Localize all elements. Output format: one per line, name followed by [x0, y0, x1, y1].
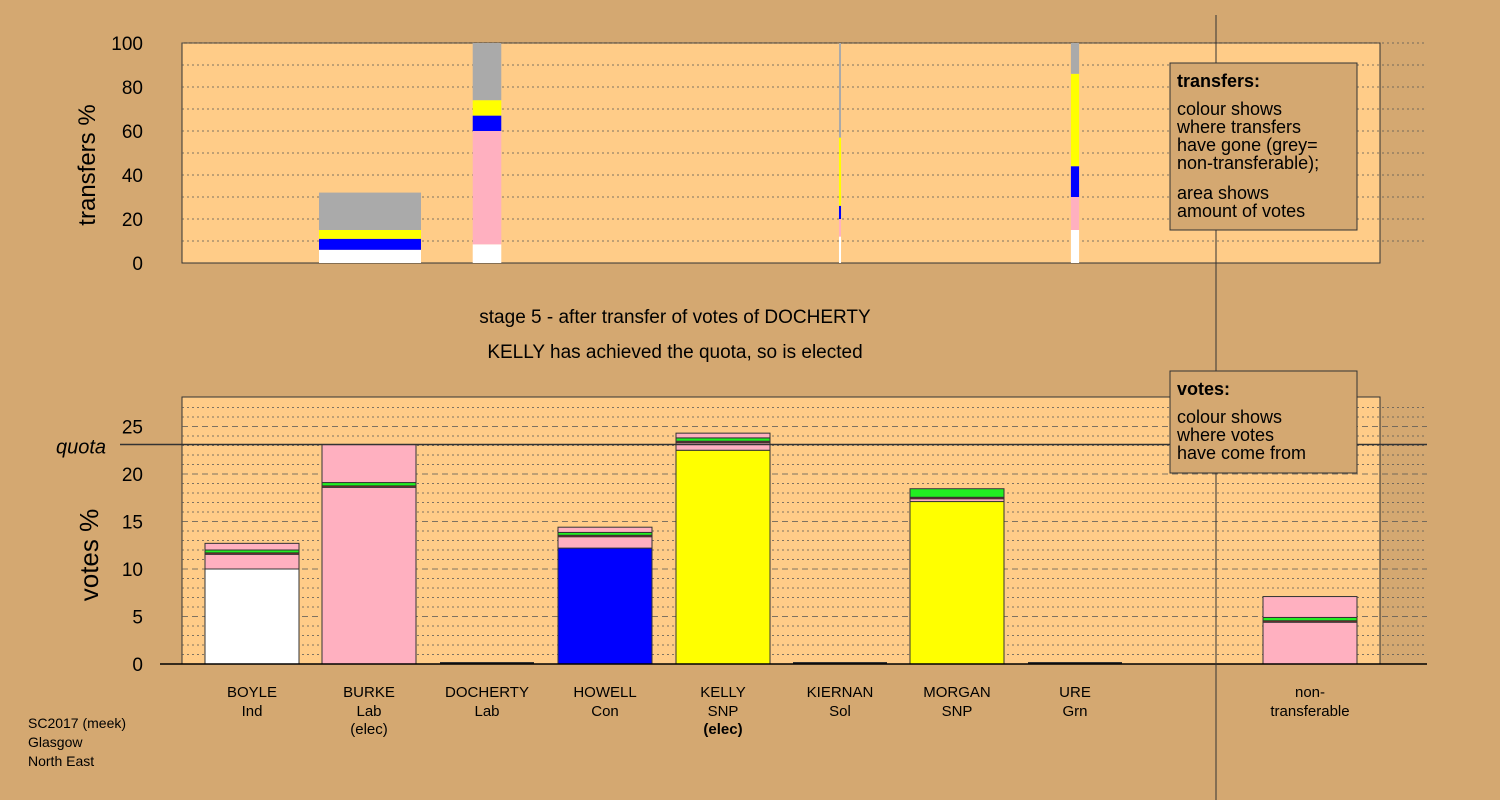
candidate-name: KIERNAN: [807, 684, 874, 701]
stage-result: KELLY has achieved the quota, so is elec…: [487, 342, 862, 363]
vote-segment: [557, 547, 653, 665]
candidate-labels: BOYLEIndBURKELab(elec)DOCHERTYLabHOWELLC…: [227, 684, 1350, 738]
vote-segment: [1262, 621, 1358, 665]
candidate-party: Con: [591, 703, 619, 720]
transfers-legend-line: amount of votes: [1177, 201, 1305, 221]
candidate-status: (elec): [703, 721, 742, 738]
y-tick-label: 80: [122, 78, 143, 99]
vote-segment: [1262, 596, 1358, 618]
footer-line: North East: [28, 753, 94, 769]
candidate-party: Lab: [474, 703, 499, 720]
candidate-party: SNP: [708, 703, 739, 720]
candidate-name: URE: [1059, 684, 1091, 701]
transfer-segment: [1070, 230, 1080, 263]
transfers-legend-box: [1169, 62, 1358, 231]
candidate-name: non-: [1295, 684, 1325, 701]
votes-legend-line: colour shows: [1177, 407, 1282, 427]
candidate-name: BOYLE: [227, 684, 277, 701]
vote-segment: [557, 526, 653, 533]
transfer-segment: [838, 236, 842, 263]
transfer-segment: [319, 249, 421, 263]
votes-legend-box: [1169, 370, 1358, 474]
candidate-party: Lab: [356, 703, 381, 720]
candidate-party: transferable: [1270, 703, 1349, 720]
votes-y-ticks: 0 5 10 15 20 25: [122, 418, 143, 677]
footer-line: SC2017 (meek): [28, 715, 126, 731]
y-tick-label: 25: [122, 418, 143, 439]
y-tick-label: 10: [122, 560, 143, 581]
transfer-segment: [1070, 166, 1080, 197]
votes-legend: votes: colour shows where votes have com…: [1169, 370, 1358, 474]
transfers-legend-line: have gone (grey=: [1177, 135, 1318, 155]
transfers-legend-line: where transfers: [1176, 117, 1301, 137]
transfer-segment: [838, 219, 842, 237]
footer-line: Glasgow: [28, 734, 83, 750]
vote-segment: [204, 553, 300, 570]
candidate-name: KELLY: [700, 684, 746, 701]
transfers-bars: [319, 43, 1080, 263]
transfer-segment: [472, 244, 502, 263]
vote-segment: [557, 536, 653, 549]
transfers-y-axis-label: transfers %: [74, 104, 101, 225]
vote-segment: [675, 442, 771, 451]
transfer-segment: [472, 100, 502, 116]
candidate-name: MORGAN: [923, 684, 991, 701]
transfers-legend-title: transfers:: [1177, 71, 1260, 91]
vote-segment: [675, 432, 771, 439]
vote-segment: [321, 486, 417, 665]
y-tick-label: 100: [111, 34, 143, 55]
transfer-segment: [1070, 73, 1080, 167]
transfer-segment: [472, 43, 502, 101]
transfer-segment: [319, 230, 421, 239]
transfer-segment: [838, 43, 842, 138]
transfer-segment: [838, 137, 842, 206]
candidate-name: DOCHERTY: [445, 684, 529, 701]
transfers-y-ticks: 0 20 40 60 80 100: [111, 34, 143, 275]
candidate-status: (elec): [350, 721, 388, 738]
transfer-segment: [838, 205, 842, 219]
votes-bars: [204, 432, 1358, 665]
transfer-segment: [1070, 197, 1080, 230]
votes-legend-title: votes:: [1177, 379, 1230, 399]
transfer-segment: [1070, 43, 1080, 74]
candidate-party: Grn: [1062, 703, 1087, 720]
y-tick-label: 0: [132, 254, 143, 275]
y-tick-label: 5: [132, 608, 143, 629]
y-tick-label: 60: [122, 122, 143, 143]
transfer-segment: [472, 115, 502, 131]
transfers-legend: transfers: colour shows where transfers …: [1169, 62, 1358, 231]
transfer-segment: [319, 238, 421, 250]
candidate-party: Sol: [829, 703, 851, 720]
y-tick-label: 20: [122, 210, 143, 231]
votes-y-axis-label: votes %: [74, 509, 104, 602]
vote-segment: [204, 542, 300, 551]
votes-legend-line: have come from: [1177, 443, 1306, 463]
candidate-party: SNP: [942, 703, 973, 720]
quota-label: quota: [56, 437, 106, 459]
votes-grid: [182, 407, 1427, 655]
transfers-legend-line: colour shows: [1177, 99, 1282, 119]
stage-caption: stage 5 - after transfer of votes of DOC…: [479, 307, 871, 328]
vote-segment: [321, 444, 417, 484]
transfers-legend-line: area shows: [1177, 183, 1269, 203]
y-tick-label: 40: [122, 166, 143, 187]
transfer-segment: [472, 131, 502, 245]
transfers-legend-line: non-transferable);: [1177, 153, 1319, 173]
vote-segment: [204, 568, 300, 665]
y-tick-label: 0: [132, 655, 143, 676]
candidate-name: BURKE: [343, 684, 395, 701]
candidate-party: Ind: [242, 703, 263, 720]
vote-segment: [909, 501, 1005, 665]
vote-segment: [909, 488, 1005, 498]
candidate-name: HOWELL: [573, 684, 636, 701]
transfer-segment: [319, 192, 421, 230]
votes-legend-line: where votes: [1176, 425, 1274, 445]
y-tick-label: 15: [122, 513, 143, 534]
y-tick-label: 20: [122, 465, 143, 486]
vote-segment: [675, 449, 771, 665]
